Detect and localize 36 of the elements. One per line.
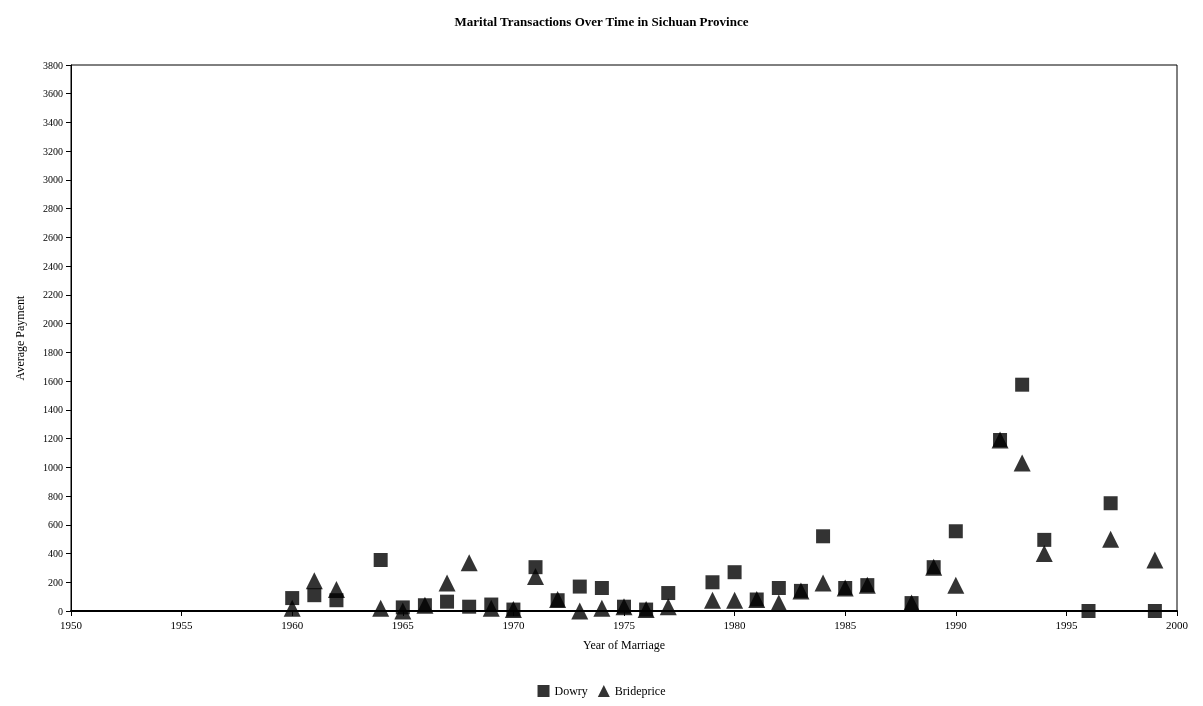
y-tick-label: 400 xyxy=(48,548,63,560)
x-tick-label: 1980 xyxy=(723,618,747,631)
legend-label: Brideprice xyxy=(614,684,666,698)
x-tick-label: 1990 xyxy=(944,618,968,631)
x-tick-label: 1955 xyxy=(170,618,194,631)
y-tick-label: 1400 xyxy=(43,404,63,416)
x-axis-title: Year of Marriage xyxy=(582,638,666,652)
y-tick-label: 600 xyxy=(48,519,63,531)
y-tick-label: 1600 xyxy=(43,375,63,387)
y-tick-label: 1200 xyxy=(43,433,63,445)
y-tick-label: 1800 xyxy=(43,346,63,358)
y-tick-label: 3200 xyxy=(43,145,63,157)
y-tick-label: 2600 xyxy=(43,231,63,243)
y-tick-label: 3800 xyxy=(43,59,63,71)
legend-label: Dowry xyxy=(554,684,588,698)
y-tick-label: 3400 xyxy=(43,116,63,128)
x-tick-label: 1950 xyxy=(60,618,83,631)
x-tick-label: 1960 xyxy=(281,618,304,631)
x-tick-label: 1975 xyxy=(613,618,636,631)
y-tick-label: 1000 xyxy=(43,461,63,473)
x-tick-label: 1970 xyxy=(502,618,525,631)
y-tick-label: 200 xyxy=(48,576,63,588)
y-tick-label: 3600 xyxy=(43,88,63,100)
y-tick-label: 2400 xyxy=(43,260,63,272)
y-tick-label: 3000 xyxy=(43,174,63,186)
x-tick-label: 1985 xyxy=(834,618,857,631)
y-tick-label: 2800 xyxy=(43,203,63,215)
y-tick-label: 0 xyxy=(58,605,63,617)
x-tick-label: 1965 xyxy=(391,618,415,631)
chart-title: Marital Transactions Over Time in Sichuan Province xyxy=(454,14,749,29)
y-tick-label: 2200 xyxy=(43,289,63,301)
y-tick-label: 800 xyxy=(48,490,63,502)
x-tick-label: 2000 xyxy=(1166,618,1189,631)
x-tick-label: 1995 xyxy=(1055,618,1078,631)
y-tick-label: 2000 xyxy=(43,318,63,330)
y-axis-title: Average Payment xyxy=(13,294,27,381)
